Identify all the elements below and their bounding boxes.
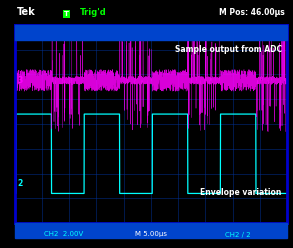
Bar bbox=[15, 223, 287, 238]
Text: CH2  2.00V: CH2 2.00V bbox=[44, 231, 83, 237]
Text: Envelope variation: Envelope variation bbox=[200, 188, 282, 197]
Text: 3: 3 bbox=[17, 76, 23, 85]
Text: M 5.00μs: M 5.00μs bbox=[135, 231, 167, 237]
Text: CH2 ∕ 2: CH2 ∕ 2 bbox=[225, 231, 251, 237]
Bar bbox=[15, 25, 287, 40]
Text: 2: 2 bbox=[17, 179, 23, 188]
Text: M Pos: 46.00μs: M Pos: 46.00μs bbox=[219, 8, 285, 17]
Text: T: T bbox=[64, 11, 69, 17]
Text: Tek: Tek bbox=[17, 7, 36, 17]
Text: Trig'd: Trig'd bbox=[80, 8, 107, 17]
Text: Sample output from ADC: Sample output from ADC bbox=[175, 45, 282, 54]
